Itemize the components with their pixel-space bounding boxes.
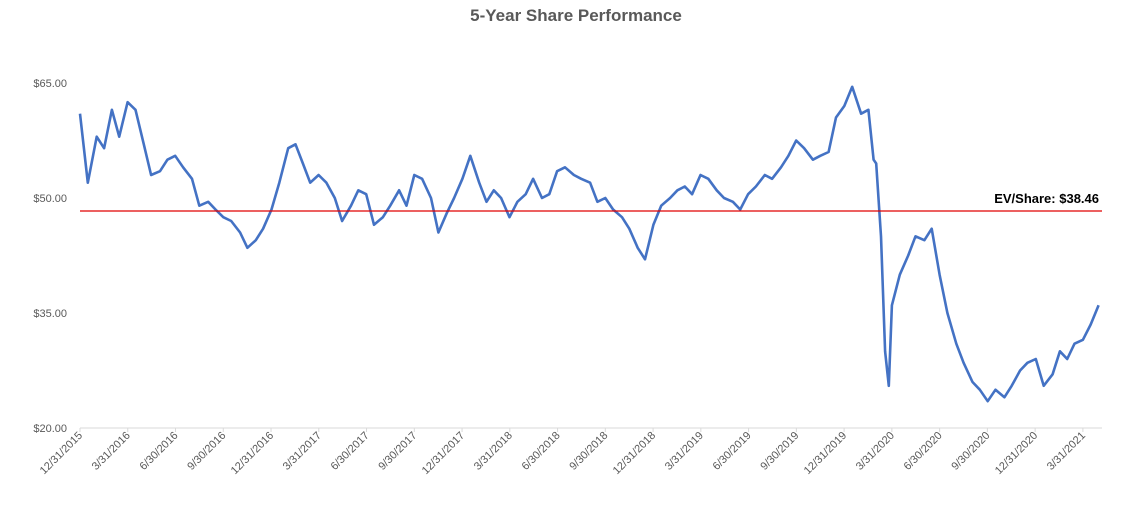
x-tick-label: 9/30/2017: [376, 430, 419, 473]
x-tick-label: 9/30/2019: [758, 430, 801, 473]
x-tick-label: 3/31/2018: [472, 430, 515, 473]
x-tick-label: 3/31/2020: [854, 430, 897, 473]
y-tick-label: $65.00: [33, 78, 67, 90]
x-tick-label: 6/30/2020: [902, 430, 945, 473]
reference-layer: EV/Share: $38.46: [80, 191, 1102, 212]
x-tick-label: 3/31/2017: [281, 430, 324, 473]
x-tick-label: 12/31/2015: [38, 430, 85, 477]
chart-title: 5-Year Share Performance: [470, 6, 682, 25]
x-tick-label: 3/31/2019: [663, 430, 706, 473]
x-tick-label: 6/30/2016: [138, 430, 181, 473]
y-tick-label: $20.00: [33, 423, 67, 435]
x-tick-label: 3/31/2021: [1045, 430, 1088, 473]
x-tick-label: 6/30/2017: [329, 430, 372, 473]
y-axis: $65.00 $50.00 $35.00 $20.00: [33, 78, 67, 435]
ev-share-label: EV/Share: $38.46: [994, 191, 1099, 206]
x-tick-label: 3/31/2016: [90, 430, 133, 473]
x-tick-label: 12/31/2018: [611, 430, 658, 477]
x-tick-label: 6/30/2018: [520, 430, 563, 473]
y-tick-label: $35.00: [33, 308, 67, 320]
y-tick-label: $50.00: [33, 193, 67, 205]
x-tick-label: 12/31/2017: [420, 430, 467, 477]
share-price-line: [78, 85, 1100, 403]
x-tick-label: 9/30/2016: [185, 430, 228, 473]
x-axis: 12/31/2015 3/31/2016 6/30/2016 9/30/2016 12/…: [38, 427, 1102, 477]
x-tick-label: 12/31/2016: [229, 430, 276, 477]
x-tick-label: 12/31/2020: [993, 430, 1040, 477]
series-layer: [78, 85, 1100, 403]
x-tick-label: 12/31/2019: [802, 430, 849, 477]
x-tick-label: 9/30/2020: [949, 430, 992, 473]
x-tick-label: 6/30/2019: [711, 430, 754, 473]
x-tick-label: 9/30/2018: [567, 430, 610, 473]
